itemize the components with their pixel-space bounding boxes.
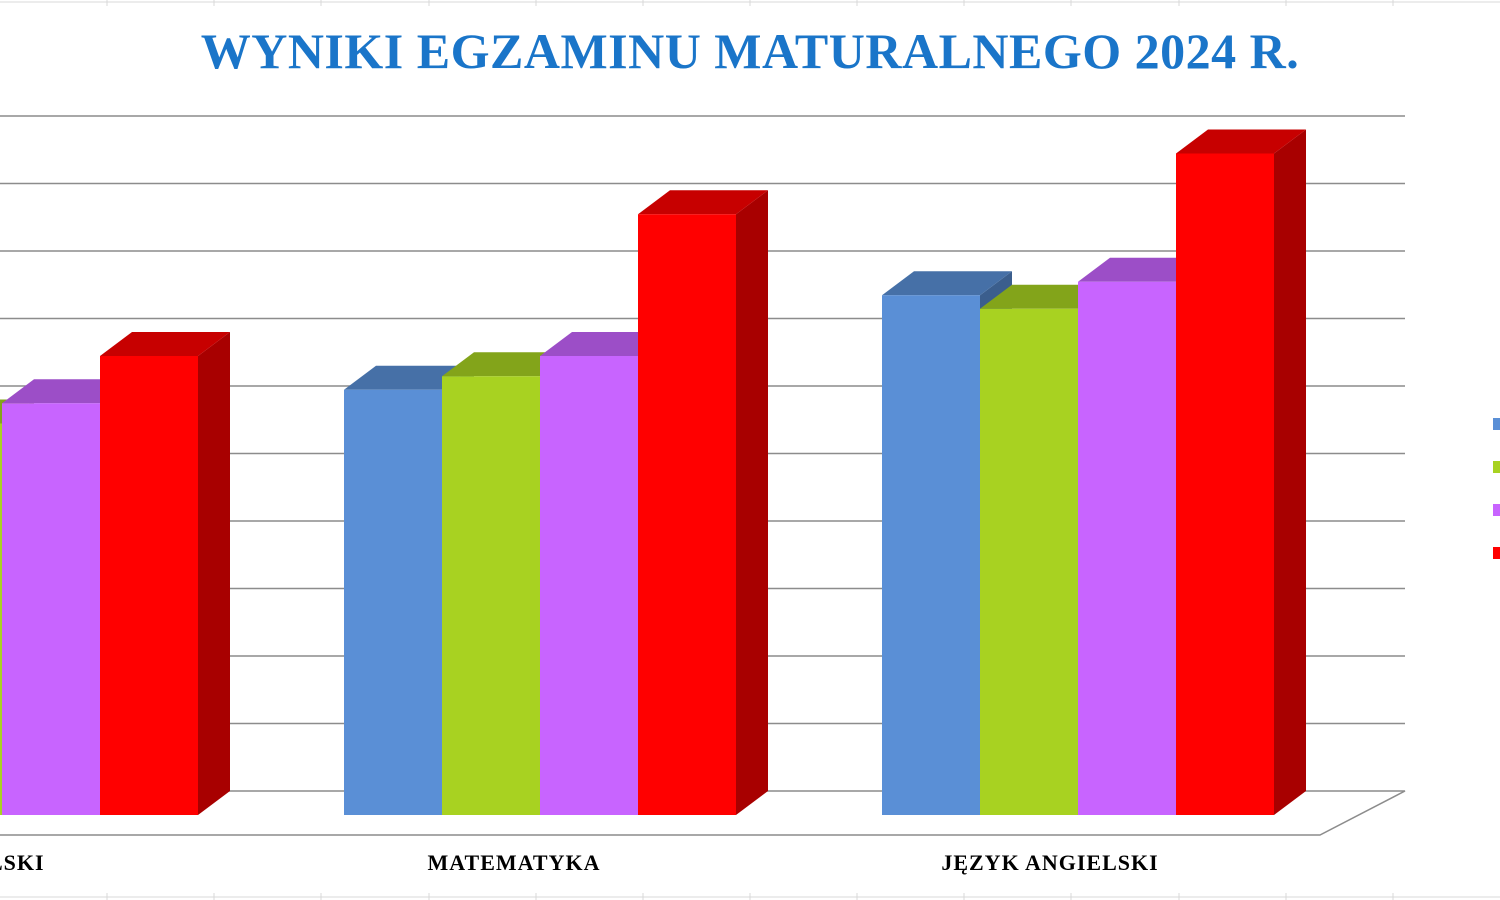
bar-top bbox=[1176, 129, 1306, 154]
chart-title: WYNIKI EGZAMINU MATURALNEGO 2024 R. bbox=[200, 23, 1300, 79]
bar-top bbox=[442, 352, 572, 377]
bar bbox=[882, 295, 980, 815]
bar-top bbox=[1078, 257, 1208, 282]
bar-side bbox=[1274, 129, 1306, 815]
category-label: POLSKI bbox=[0, 850, 45, 875]
bar bbox=[344, 389, 442, 815]
bar bbox=[1176, 153, 1274, 815]
bar bbox=[100, 356, 198, 815]
bar-side bbox=[198, 332, 230, 815]
legend-swatch bbox=[1493, 418, 1500, 430]
bar bbox=[638, 214, 736, 815]
bar-top bbox=[980, 284, 1110, 309]
category-label: JĘZYK ANGIELSKI bbox=[941, 850, 1158, 875]
bar bbox=[442, 376, 540, 815]
legend-swatch bbox=[1493, 461, 1500, 473]
bar-side bbox=[736, 190, 768, 815]
bar-top bbox=[2, 379, 132, 404]
bar-top bbox=[638, 190, 768, 215]
bar-top bbox=[540, 332, 670, 356]
bar-top bbox=[882, 271, 1012, 296]
bar-top bbox=[100, 332, 230, 356]
bar bbox=[540, 356, 638, 815]
category-label: MATEMATYKA bbox=[428, 850, 601, 875]
bar bbox=[0, 423, 2, 815]
legend-swatch bbox=[1493, 547, 1500, 559]
bar bbox=[2, 403, 100, 815]
bar bbox=[1078, 281, 1176, 815]
legend-swatch bbox=[1493, 504, 1500, 516]
bar-top bbox=[344, 365, 474, 390]
bar bbox=[980, 308, 1078, 815]
